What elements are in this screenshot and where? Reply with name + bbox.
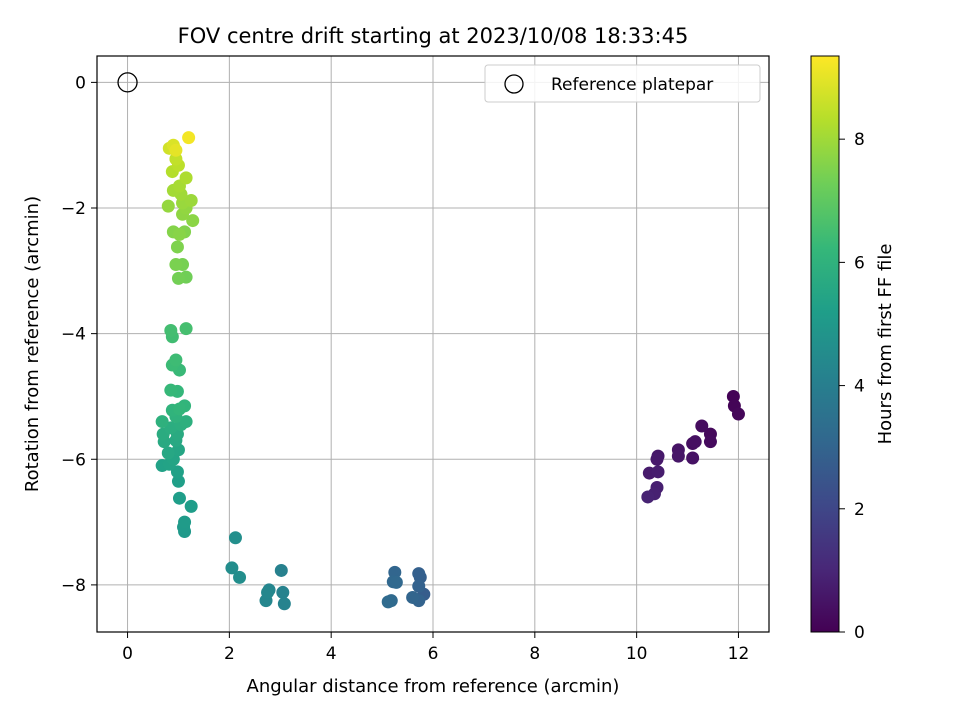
data-point <box>389 575 403 589</box>
colorbar-ticks: 0 2 4 6 8 <box>839 130 865 643</box>
y-tick-label: −8 <box>61 576 86 596</box>
data-point <box>164 323 178 337</box>
reference-platepar-marker <box>117 72 138 93</box>
data-point <box>179 171 193 185</box>
colorbar-tick-label: 6 <box>854 253 865 273</box>
y-tick-label: −6 <box>61 450 86 470</box>
data-point <box>261 585 275 599</box>
data-point <box>233 570 247 584</box>
x-tick-label: 6 <box>428 644 439 664</box>
data-point <box>726 389 740 403</box>
chart-title: FOV centre drift starting at 2023/10/08 … <box>178 24 689 48</box>
legend-box <box>484 64 761 103</box>
y-axis-ticks: 0 −2 −4 −6 −8 <box>61 73 97 596</box>
data-point <box>225 561 239 575</box>
data-point <box>276 585 290 599</box>
data-point <box>688 435 702 449</box>
x-tick-label: 12 <box>728 644 750 664</box>
data-point <box>170 465 184 479</box>
data-point <box>171 474 185 488</box>
data-point <box>650 452 664 466</box>
y-tick-label: 0 <box>75 73 86 93</box>
legend-marker-open-circle <box>504 74 524 94</box>
data-point <box>172 491 186 505</box>
data-point <box>274 563 288 577</box>
data-point <box>155 415 169 429</box>
data-point <box>172 402 186 416</box>
legend-label: Reference platepar <box>551 75 713 95</box>
data-point <box>703 435 717 449</box>
colorbar-label: Hours from first FF file <box>875 244 896 445</box>
data-point <box>686 451 700 465</box>
data-point <box>179 415 193 429</box>
data-point <box>651 465 665 479</box>
scatter-points <box>155 131 745 611</box>
data-point <box>169 143 183 157</box>
legend: Reference platepar <box>484 64 761 103</box>
data-point <box>731 407 745 421</box>
x-tick-label: 0 <box>122 644 133 664</box>
data-point <box>228 531 242 545</box>
data-point <box>184 499 198 513</box>
data-point <box>184 193 198 207</box>
x-axis-ticks: 0 2 4 6 8 10 12 <box>122 632 749 664</box>
data-point <box>641 490 655 504</box>
data-point <box>412 567 426 581</box>
data-point <box>169 258 183 272</box>
colorbar-tick-label: 4 <box>854 377 865 397</box>
colorbar-tick-label: 2 <box>854 500 865 520</box>
x-tick-label: 2 <box>224 644 235 664</box>
data-point <box>161 199 175 213</box>
data-point <box>381 595 395 609</box>
data-point <box>412 579 426 593</box>
data-point <box>182 131 196 145</box>
data-point <box>161 446 175 460</box>
data-point <box>169 353 183 367</box>
data-point <box>406 590 420 604</box>
x-tick-label: 10 <box>626 644 648 664</box>
x-axis-label: Angular distance from reference (arcmin) <box>247 676 620 697</box>
y-axis-label: Rotation from reference (arcmin) <box>22 196 43 492</box>
data-point <box>179 322 193 336</box>
colorbar <box>810 55 840 633</box>
data-point <box>178 515 192 529</box>
data-point <box>186 214 200 228</box>
colorbar-tick-label: 8 <box>854 130 865 150</box>
y-tick-label: −2 <box>61 199 86 219</box>
data-point <box>164 383 178 397</box>
data-point <box>170 240 184 254</box>
data-point <box>277 597 291 611</box>
colorbar-tick-label: 0 <box>854 623 865 643</box>
y-tick-label: −4 <box>61 325 86 345</box>
reference-point <box>117 72 138 93</box>
data-point <box>172 227 186 241</box>
data-point <box>171 271 185 285</box>
data-point <box>671 449 685 463</box>
x-tick-label: 8 <box>529 644 540 664</box>
data-point <box>695 419 709 433</box>
x-tick-label: 4 <box>326 644 337 664</box>
